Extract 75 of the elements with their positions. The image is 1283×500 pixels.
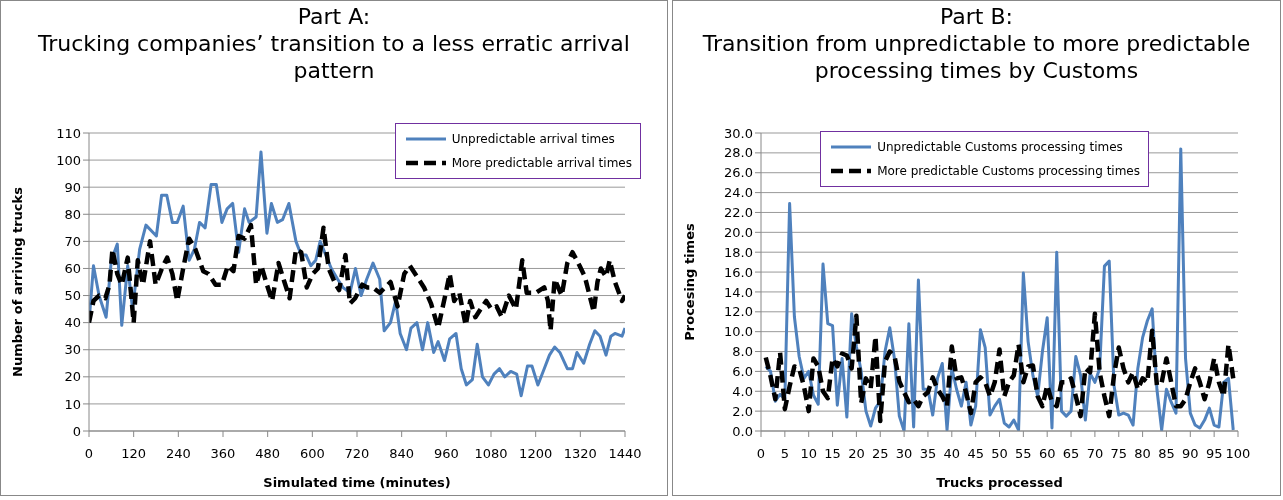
y-tick-label: 60 [64, 261, 81, 277]
x-tick-label: 1440 [608, 446, 642, 462]
y-tick-label: 80 [64, 206, 81, 222]
x-tick-label: 40 [943, 446, 961, 462]
y-tick-label: 22.0 [724, 205, 753, 221]
x-tick-label: 100 [1225, 446, 1251, 462]
legend-label: Unpredictable Customs processing times [877, 139, 1123, 156]
y-axis-title: Number of arriving trucks [9, 186, 25, 377]
x-tick-label: 30 [895, 446, 913, 462]
y-tick-label: 18.0 [724, 244, 753, 260]
y-tick-label: 110 [56, 125, 81, 141]
x-tick-label: 25 [871, 446, 889, 462]
x-tick-label: 840 [389, 446, 415, 462]
x-tick-label: 960 [433, 446, 459, 462]
x-tick-label: 45 [967, 446, 984, 462]
y-tick-label: 6.0 [732, 364, 753, 380]
chart-title: Part B: [939, 3, 1014, 30]
y-tick-label: 16.0 [724, 264, 753, 280]
x-tick-label: 15 [824, 446, 841, 462]
x-tick-label: 240 [165, 446, 191, 462]
x-axis-title: Trucks processed [936, 475, 1063, 490]
y-axis-title: Procesing times [681, 223, 697, 341]
x-tick-label: 0 [84, 446, 94, 462]
chart-subtitle: Transition from unpredictable to more predictable processing times by Customs [701, 30, 1252, 84]
x-tick-label: 85 [1158, 446, 1175, 462]
y-tick-label: 20 [64, 369, 81, 385]
x-tick-label: 1320 [563, 446, 597, 462]
x-tick-label: 35 [919, 446, 937, 462]
x-tick-label: 70 [1086, 446, 1104, 462]
legend-label: More predictable arrival times [451, 155, 632, 172]
y-tick-label: 50 [64, 288, 81, 304]
x-tick-label: 90 [1182, 446, 1199, 462]
x-tick-label: 720 [344, 446, 370, 462]
x-tick-label: 20 [848, 446, 865, 462]
y-tick-label: 0.0 [732, 423, 753, 439]
x-tick-label: 120 [121, 446, 147, 462]
x-tick-label: 480 [255, 446, 281, 462]
y-tick-label: 0 [72, 423, 81, 439]
y-tick-label: 70 [64, 233, 81, 249]
y-tick-label: 26.0 [724, 165, 753, 181]
x-tick-label: 1080 [474, 446, 508, 462]
chart-title: Part A: [296, 3, 372, 30]
y-tick-label: 30 [64, 342, 81, 358]
y-tick-label: 14.0 [724, 284, 753, 300]
y-tick-label: 4.0 [732, 383, 753, 399]
y-tick-label: 8.0 [732, 344, 753, 360]
y-tick-label: 10 [64, 396, 81, 412]
y-tick-label: 2.0 [732, 403, 753, 419]
x-tick-label: 360 [210, 446, 236, 462]
x-tick-label: 55 [1015, 446, 1032, 462]
y-tick-label: 28.0 [724, 145, 753, 161]
x-tick-label: 95 [1205, 446, 1223, 462]
y-tick-label: 30.0 [724, 125, 753, 141]
x-tick-label: 1200 [519, 446, 553, 462]
y-tick-label: 10.0 [724, 324, 753, 340]
x-tick-label: 60 [1038, 446, 1056, 462]
x-tick-label: 65 [1062, 446, 1080, 462]
y-tick-label: 40 [64, 315, 81, 331]
chart-subtitle: Trucking companies’ transition to a less erratic arrival pattern [37, 30, 631, 84]
x-tick-label: 80 [1134, 446, 1151, 462]
y-tick-label: 20.0 [724, 224, 753, 240]
y-tick-label: 90 [64, 179, 81, 195]
y-tick-label: 24.0 [724, 185, 753, 201]
x-tick-label: 600 [299, 446, 325, 462]
x-tick-label: 5 [780, 446, 789, 462]
x-tick-label: 10 [800, 446, 817, 462]
y-tick-label: 100 [56, 152, 81, 168]
y-tick-label: 12.0 [724, 304, 753, 320]
x-tick-label: 0 [756, 446, 766, 462]
line-series [763, 311, 1236, 424]
x-axis-title: Simulated time (minutes) [263, 475, 451, 490]
x-tick-label: 50 [991, 446, 1008, 462]
legend-label: Unpredictable arrival times [451, 131, 615, 148]
legend-label: More predictable Customs processing times [877, 163, 1140, 180]
x-tick-label: 75 [1110, 446, 1128, 462]
